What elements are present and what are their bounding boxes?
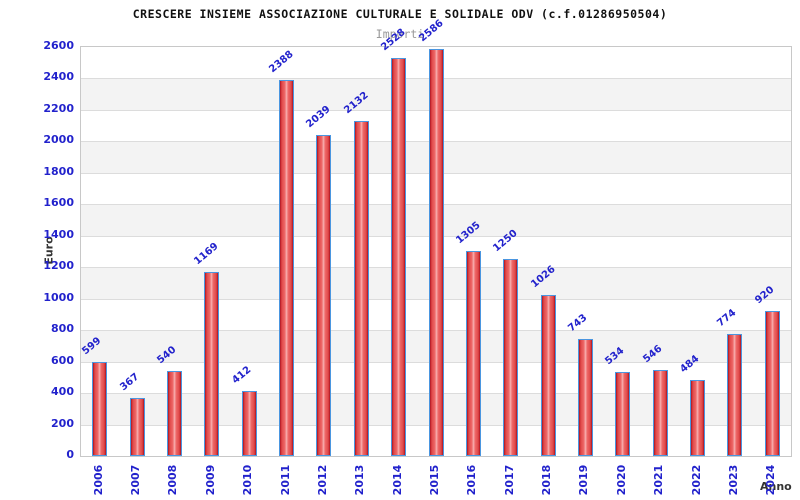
y-tick-label: 2200 <box>43 101 74 115</box>
y-tick-label: 1600 <box>43 196 74 210</box>
x-tick-label: 2013 <box>353 464 367 496</box>
bar-value-label: 1169 <box>192 241 221 268</box>
y-tick-label: 2400 <box>43 70 74 84</box>
y-tick-label: 1200 <box>43 259 74 273</box>
y-tick-label: 200 <box>51 416 74 430</box>
bar-2016 <box>465 250 481 456</box>
x-tick-label: 2023 <box>726 464 740 496</box>
x-tick-label: 2016 <box>465 464 479 496</box>
y-tick-label: 1400 <box>43 227 74 241</box>
x-axis-title: Anno <box>760 480 792 493</box>
bar-2018 <box>540 294 556 456</box>
bar-2010 <box>241 391 257 456</box>
y-tick-label: 0 <box>66 448 74 461</box>
bar-2007 <box>129 398 145 456</box>
bar-2021 <box>652 370 668 456</box>
bar-2014 <box>391 58 407 456</box>
bar-2022 <box>690 379 706 456</box>
x-tick-label: 2024 <box>764 464 778 496</box>
bar-2017 <box>503 259 519 456</box>
x-tick-label: 2007 <box>129 464 143 496</box>
y-tick-label: 2000 <box>43 133 74 147</box>
y-tick-label: 800 <box>51 322 74 336</box>
x-tick-label: 2011 <box>278 464 292 496</box>
x-tick-label: 2017 <box>502 464 516 496</box>
bar-2006 <box>92 361 108 456</box>
bar-2008 <box>166 371 182 456</box>
bar-value-label: 367 <box>117 371 141 394</box>
bar-2009 <box>204 272 220 456</box>
bar-2015 <box>428 49 444 456</box>
chart-subtitle: Importi <box>375 27 425 41</box>
x-tick-label: 2015 <box>428 464 441 496</box>
bar-2011 <box>279 80 295 456</box>
x-tick-label: 2018 <box>540 464 554 496</box>
x-tick-label: 2012 <box>315 464 329 496</box>
bar-2019 <box>577 339 593 456</box>
x-tick-label: 2014 <box>390 464 404 496</box>
y-tick-label: 400 <box>51 385 74 399</box>
y-tick-label: 600 <box>51 353 74 367</box>
bar-value-label: 774 <box>715 307 739 330</box>
x-tick-label: 2006 <box>91 464 105 496</box>
bar-value-label: 2388 <box>267 49 296 76</box>
x-tick-label: 2019 <box>577 464 591 496</box>
bar-2020 <box>615 372 631 456</box>
bar-2023 <box>727 334 743 456</box>
x-tick-label: 2022 <box>689 464 703 496</box>
plot-area: 599 367 540 1169 412 2388 2039 2132 2528 2586 1305… <box>80 18 792 457</box>
x-tick-label: 2009 <box>203 464 217 496</box>
x-tick-label: 2021 <box>652 464 666 496</box>
x-tick-label: 2020 <box>614 464 628 496</box>
chart-title: CRESCERE INSIEME ASSOCIAZIONE CULTURALE … <box>132 7 668 21</box>
x-tick-label: 2008 <box>166 464 180 496</box>
bar-2013 <box>353 120 369 456</box>
x-tick-label: 2010 <box>241 464 255 496</box>
bar-2024 <box>764 311 780 456</box>
bar-value-label: 412 <box>229 364 254 387</box>
y-tick-label: 2600 <box>43 39 74 52</box>
y-tick-label: 1000 <box>43 290 74 304</box>
y-tick-label: 1800 <box>43 164 74 178</box>
bar-2012 <box>316 135 332 456</box>
